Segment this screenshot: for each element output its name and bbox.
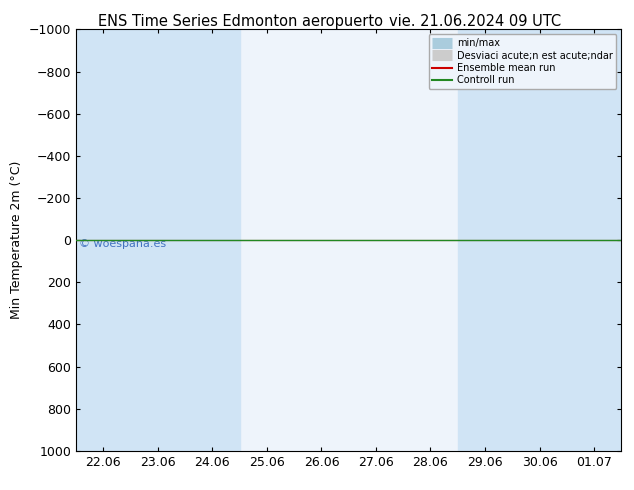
Bar xyxy=(512,29,567,451)
Text: © woespana.es: © woespana.es xyxy=(79,239,166,249)
Bar xyxy=(458,29,512,451)
Y-axis label: Min Temperature 2m (°C): Min Temperature 2m (°C) xyxy=(10,161,23,319)
Legend: min/max, Desviaci acute;n est acute;ndar, Ensemble mean run, Controll run: min/max, Desviaci acute;n est acute;ndar… xyxy=(429,34,616,89)
Bar xyxy=(131,29,185,451)
Text: vie. 21.06.2024 09 UTC: vie. 21.06.2024 09 UTC xyxy=(389,14,562,29)
Bar xyxy=(185,29,240,451)
Bar xyxy=(76,29,131,451)
Bar xyxy=(567,29,621,451)
Text: ENS Time Series Edmonton aeropuerto: ENS Time Series Edmonton aeropuerto xyxy=(98,14,384,29)
